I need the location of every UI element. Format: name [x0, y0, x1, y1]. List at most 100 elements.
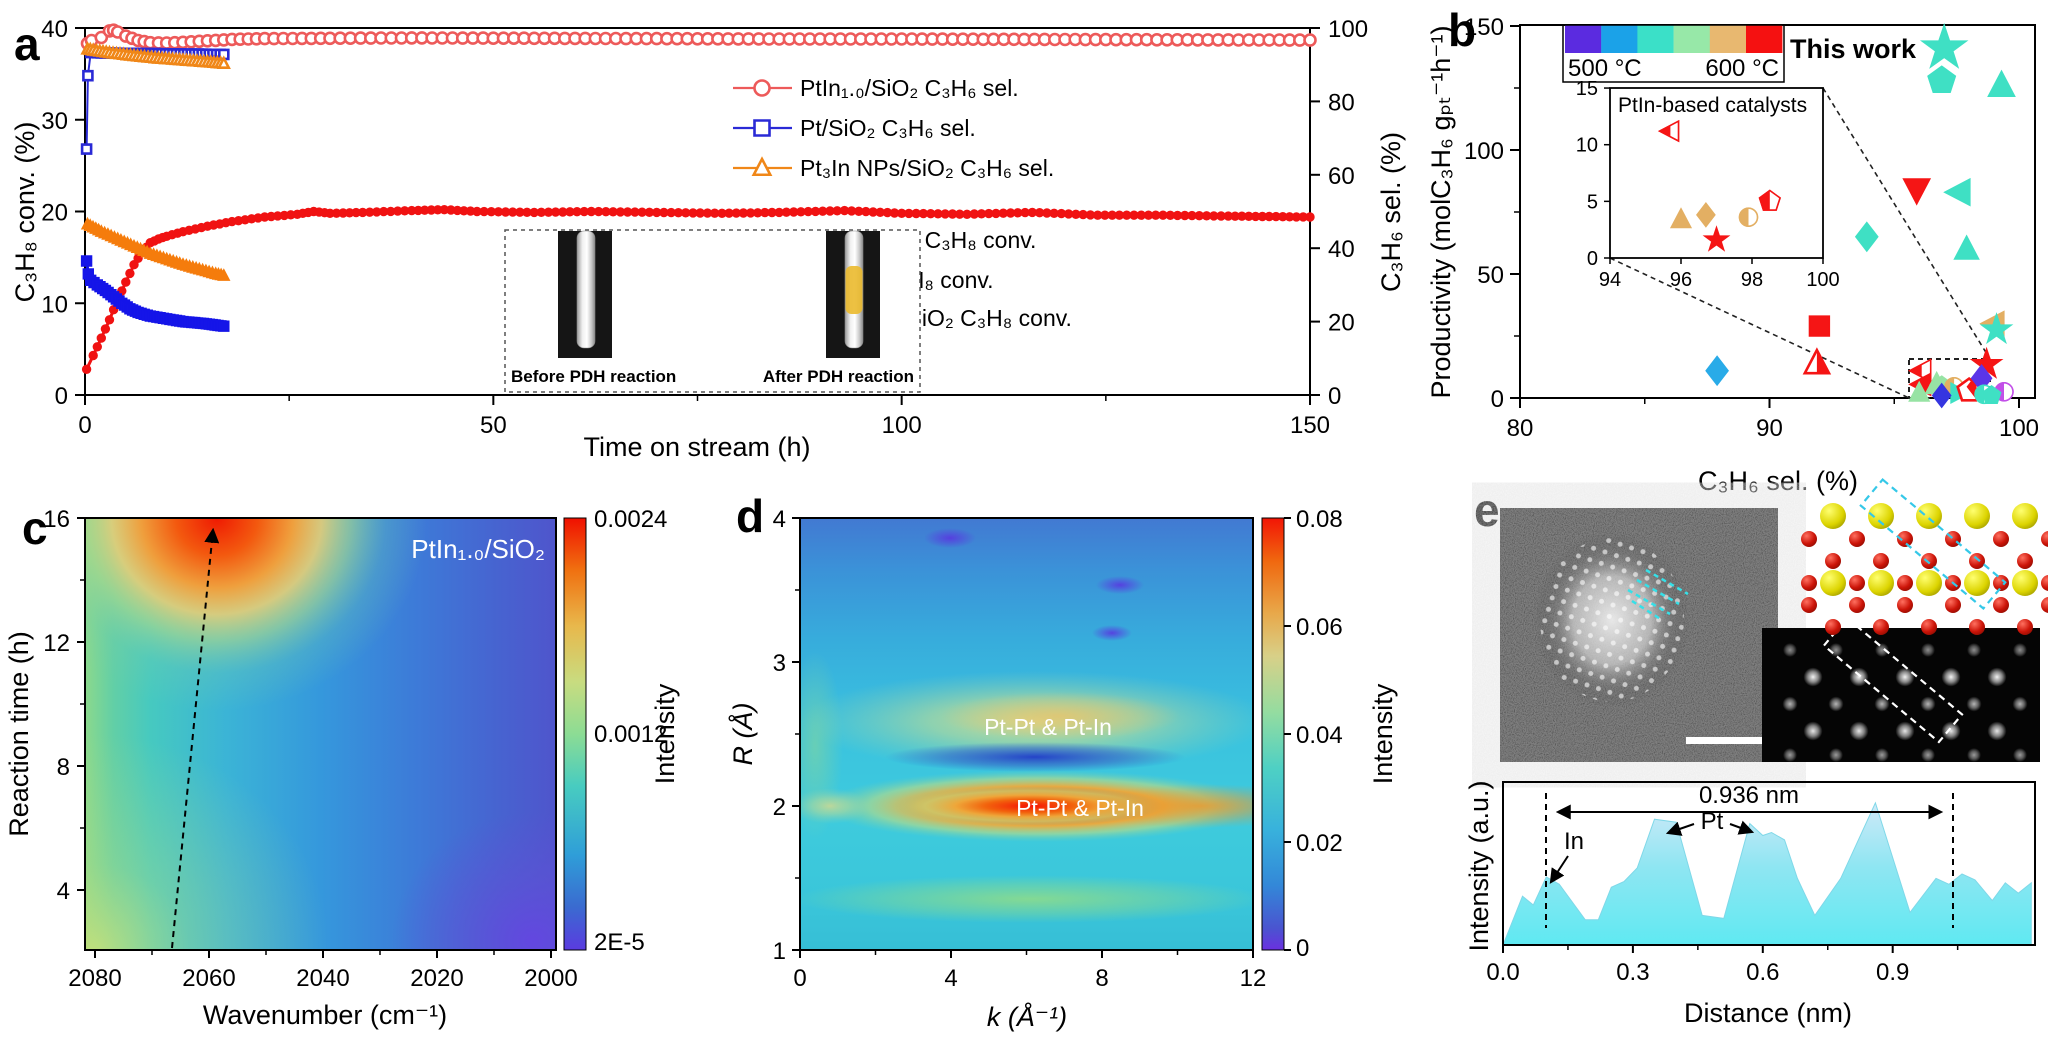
- panel-a-ylabel-left: C₃H₈ conv. (%): [10, 122, 40, 303]
- marker-star: [1919, 22, 1969, 69]
- cb-tick-1: 0.06: [1296, 614, 1343, 641]
- cb-tick-3: 0.02: [1296, 830, 1343, 857]
- svg-text:80: 80: [1328, 89, 1355, 116]
- panel-d-xlabel: k (Å⁻¹): [987, 1001, 1067, 1032]
- marker-circle: [1305, 212, 1315, 222]
- in-label: In: [1564, 828, 1584, 855]
- sim-bg: [1762, 628, 2040, 762]
- marker-tri-up: [1802, 347, 1832, 375]
- cb-tick-mid: 0.0012: [594, 721, 667, 748]
- panel-c-heatmap: [85, 518, 556, 950]
- series-4: [80, 255, 230, 332]
- marker-tri-up: [1908, 380, 1931, 402]
- caption-after: After PDH reaction: [763, 367, 914, 386]
- marker-circle: [96, 333, 107, 343]
- marker-tri-up: [1987, 69, 2016, 97]
- caption-before: Before PDH reaction: [511, 367, 676, 386]
- svg-text:50: 50: [480, 412, 507, 439]
- marker-square: [753, 119, 771, 137]
- panel-b-inset: 94 96 98 100 0 5 10 15: [1576, 78, 1840, 291]
- svg-text:150: 150: [1464, 14, 1504, 41]
- colorbar-segments: [1565, 25, 1783, 53]
- panel-e-xlabel: Distance (nm): [1684, 998, 1852, 1028]
- purple-node-2: [1096, 576, 1144, 594]
- svg-text:150: 150: [1290, 412, 1330, 439]
- purple-node-3: [1092, 625, 1132, 641]
- svg-text:5: 5: [1587, 191, 1598, 213]
- marker-circle: [100, 324, 111, 334]
- svg-text:90: 90: [1756, 415, 1783, 442]
- svg-text:100: 100: [882, 412, 922, 439]
- svg-text:20: 20: [41, 200, 68, 227]
- pt-arrow-left: [1665, 821, 1695, 836]
- svg-text:2020: 2020: [410, 965, 463, 992]
- band-shift-arrow: [171, 527, 220, 949]
- marker-pentagon: [1758, 189, 1782, 211]
- cb-tick-top: 0.0024: [594, 506, 667, 533]
- purple-node-1: [924, 528, 976, 548]
- panel-a-ylabel-right: C₃H₆ sel. (%): [1376, 132, 1406, 292]
- svg-text:Pt/SiO₂ C₃H₆ sel.: Pt/SiO₂ C₃H₆ sel.: [800, 115, 976, 141]
- svg-text:94: 94: [1599, 269, 1621, 291]
- svg-text:15: 15: [1576, 78, 1598, 100]
- svg-text:0.3: 0.3: [1616, 959, 1649, 986]
- heatmap-purple-corner: [85, 518, 556, 950]
- svg-text:100: 100: [1328, 16, 1368, 43]
- svg-text:8: 8: [57, 754, 70, 781]
- svg-text:98: 98: [1741, 269, 1763, 291]
- panel-a-letter: a: [14, 18, 40, 70]
- svg-text:4: 4: [773, 506, 786, 533]
- series-2: [80, 41, 231, 69]
- svg-text:8: 8: [1095, 965, 1108, 992]
- svg-text:0: 0: [1491, 386, 1504, 413]
- svg-text:0: 0: [793, 965, 806, 992]
- empty-tube: [576, 230, 596, 349]
- marker-star: [1702, 225, 1731, 252]
- svg-text:2060: 2060: [182, 965, 235, 992]
- svg-text:PtIn₁.₀/SiO₂ C₃H₆ sel.: PtIn₁.₀/SiO₂ C₃H₆ sel.: [800, 75, 1019, 101]
- panel-d-colorbar: 0.08 0.06 0.04 0.02 0 Intensity: [1261, 506, 1398, 962]
- svg-text:0: 0: [1328, 383, 1341, 410]
- series-3: [81, 204, 1315, 374]
- marker-circle: [125, 268, 135, 279]
- cb-tick-0: 0.08: [1296, 506, 1343, 533]
- marker-tri-down: [1902, 178, 1932, 206]
- marker-circle: [92, 342, 103, 352]
- profile-plot: 0.0 0.3 0.6 0.9: [1486, 781, 2036, 986]
- marker-circle: [753, 79, 771, 97]
- panel-c-ylabel: Reaction time (h): [4, 631, 34, 837]
- panel-c-xlabel: Wavenumber (cm⁻¹): [203, 1000, 447, 1030]
- span-label: 0.936 nm: [1699, 782, 1799, 809]
- marker-diamond: [1705, 355, 1729, 387]
- marker-diamond: [1696, 202, 1716, 228]
- svg-text:16: 16: [43, 506, 70, 533]
- band-low-green: [800, 875, 1253, 923]
- sim-dots: [1782, 643, 2028, 762]
- marker-tri-up: [751, 156, 773, 177]
- svg-text:100: 100: [1464, 138, 1504, 165]
- band-upper-core: [940, 692, 1180, 740]
- svg-text:0: 0: [78, 412, 91, 439]
- svg-text:100: 100: [1999, 415, 2039, 442]
- svg-text:10: 10: [1576, 135, 1598, 157]
- series-0: [80, 23, 1317, 51]
- panel-d-heatmap: [800, 518, 1253, 950]
- atomic-lattice-dots: [1540, 538, 1684, 702]
- svg-text:2000: 2000: [524, 965, 577, 992]
- panel-b-ylabel: Productivity (molC₃H₆ gₚₜ⁻¹h⁻¹): [1426, 26, 1456, 399]
- svg-text:2040: 2040: [296, 965, 349, 992]
- svg-text:40: 40: [41, 16, 68, 43]
- svg-text:4: 4: [57, 878, 70, 905]
- svg-text:10: 10: [41, 291, 68, 318]
- scale-bar: [1686, 737, 1766, 744]
- panel-c-letter: c: [22, 502, 48, 554]
- marker-pentagon: [1981, 385, 2002, 404]
- panel-a-xlabel: Time on stream (h): [583, 432, 810, 462]
- marker-circle: [1738, 207, 1759, 227]
- cb-tick-2: 0.04: [1296, 722, 1343, 749]
- marker-square: [80, 255, 93, 267]
